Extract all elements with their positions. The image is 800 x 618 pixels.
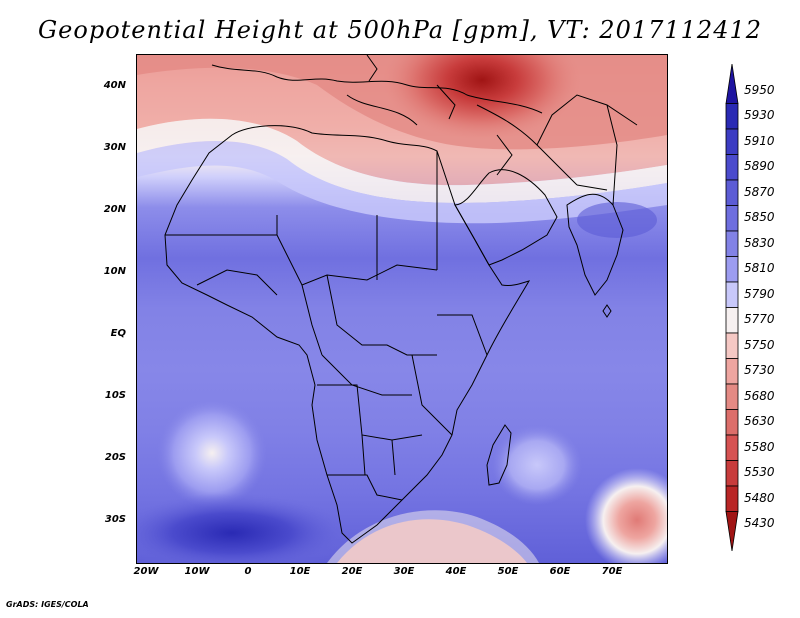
colorbar-cell	[725, 307, 739, 334]
colorbar-cell	[725, 63, 739, 104]
lat-label: 30N	[103, 142, 126, 153]
colorbar-label: 5810	[744, 261, 775, 276]
map-plot-area[interactable]	[136, 54, 668, 564]
colorbar-label: 5530	[744, 465, 775, 480]
colorbar-cell	[725, 511, 739, 552]
colorbar-label: 5480	[744, 490, 775, 505]
colorbar-cell	[725, 154, 739, 181]
lat-label: 10N	[103, 266, 126, 277]
colorbar-cell	[725, 383, 739, 410]
lon-label: 0	[244, 566, 252, 577]
colorbar-label: 5850	[744, 210, 775, 225]
colorbar-cell	[725, 256, 739, 283]
colorbar-label: 5890	[744, 159, 775, 174]
colorbar-cell	[725, 332, 739, 359]
colorbar-label: 5750	[744, 337, 775, 352]
lon-label: 20E	[341, 566, 363, 577]
colorbar-label: 5730	[744, 363, 775, 378]
lat-label: 10S	[104, 390, 126, 401]
coastlines	[164, 55, 638, 544]
colorbar-label: 5910	[744, 133, 775, 148]
lon-label: 20W	[133, 566, 159, 577]
colorbar-label: 5830	[744, 235, 775, 250]
colorbar-cell	[725, 179, 739, 206]
lon-label: 10E	[289, 566, 311, 577]
colorbar-cell	[725, 128, 739, 155]
lon-label: 10W	[184, 566, 210, 577]
colorbar-cell	[725, 434, 739, 461]
lat-label: EQ	[110, 328, 126, 339]
lon-label: 30E	[393, 566, 415, 577]
colorbar-label: 5430	[744, 516, 775, 531]
colorbar-label: 5770	[744, 312, 775, 327]
colorbar-cell	[725, 103, 739, 130]
colorbar-label: 5580	[744, 439, 775, 454]
colorbar-cell	[725, 358, 739, 385]
lat-label: 40N	[103, 80, 126, 91]
lat-label: 20S	[104, 452, 126, 463]
credit-text: GrADS: IGES/COLA	[6, 600, 89, 609]
colorbar-label: 5930	[744, 108, 775, 123]
colorbar-label: 5680	[744, 388, 775, 403]
colorbar-cell	[725, 281, 739, 308]
map-svg	[137, 55, 667, 563]
lon-label: 60E	[549, 566, 571, 577]
lon-label: 40E	[445, 566, 467, 577]
lon-label: 70E	[601, 566, 623, 577]
colorbar-cell	[725, 485, 739, 512]
colorbar-label: 5870	[744, 184, 775, 199]
colorbar-cell	[725, 460, 739, 487]
colorbar-label: 5950	[744, 82, 775, 97]
colorbar-cell	[725, 409, 739, 436]
colorbar-cell	[725, 205, 739, 232]
lon-label: 50E	[497, 566, 519, 577]
colorbar-cell	[725, 230, 739, 257]
chart-title: Geopotential Height at 500hPa [gpm], VT:…	[38, 16, 762, 44]
colorbar-label: 5630	[744, 414, 775, 429]
colorbar-label: 5790	[744, 286, 775, 301]
lat-label: 20N	[103, 204, 126, 215]
lat-label: 30S	[104, 514, 126, 525]
colorbar	[725, 63, 739, 552]
